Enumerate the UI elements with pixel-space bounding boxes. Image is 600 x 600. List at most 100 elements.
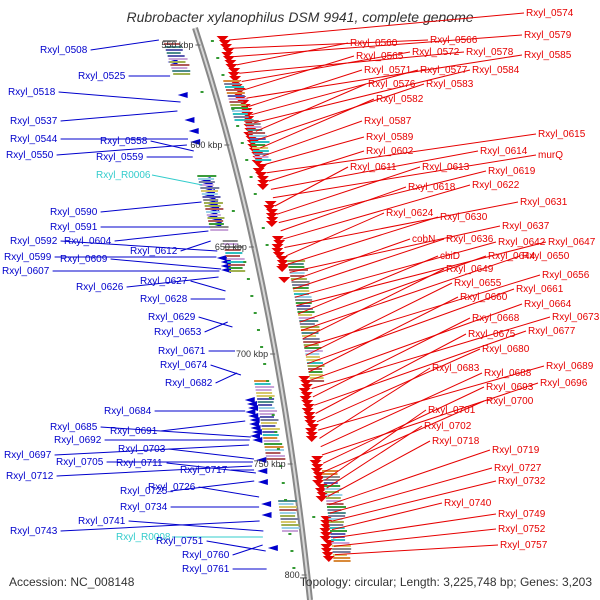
leader-line [180,240,211,252]
forward-gene-arrow [312,480,325,486]
gene-label-forward: Rxyl_0611 [350,162,397,173]
gene-label-forward: Rxyl_0675 [468,329,516,340]
gene-function-bar [289,272,305,274]
leader-line [312,317,471,398]
forward-gene-arrow [302,404,315,410]
leader-line [168,448,254,460]
forward-gene-arrow [255,172,268,178]
gene-function-bar [323,482,338,484]
forward-gene-arrow [314,488,327,494]
leader-line [204,321,228,333]
gene-function-bar [228,98,248,100]
forward-gene-arrow [224,60,237,66]
gene-function-bar [332,548,352,550]
gene-function-bar [167,55,185,57]
gene-label-forward: Rxyl_0637 [502,221,550,232]
leader-line [60,520,260,532]
reverse-gene-arrow [252,437,263,443]
gene-label-forward: Rxyl_0589 [366,132,414,143]
reverse-gene-arrow [190,139,201,145]
reverse-gene-arrow [221,267,232,273]
gene-function-bar [331,539,346,541]
gene-function-bar [325,497,341,499]
feature-tick [284,499,288,501]
gene-function-bar [227,264,245,266]
gene-function-bar [231,110,250,112]
feature-tick [271,414,275,416]
gene-label-reverse: Rxyl_0609 [60,254,108,265]
leader-line [257,83,425,141]
gene-function-bar [198,181,215,183]
gene-label-forward: murQ [538,150,563,161]
gene-label-reverse: Rxyl_0592 [10,236,58,247]
leader-line [260,98,375,149]
leader-line [321,382,539,456]
gene-function-bar [279,509,298,511]
gene-label-reverse: Rxyl_0550 [6,150,54,161]
leader-line [333,528,497,547]
gene-label-forward: Rxyl_0577 [420,65,468,76]
gene-label-reverse: Rxyl_0591 [50,222,98,233]
forward-gene-arrow [271,248,284,254]
gene-function-bar [261,428,280,430]
gene-function-bar [330,533,346,535]
gene-function-bar [207,217,225,219]
gene-label-forward: Rxyl_0615 [538,129,586,140]
leader-line [231,39,429,49]
gene-label-forward: Rxyl_0583 [426,79,474,90]
gene-label-forward: Rxyl_0579 [524,30,572,41]
feature-tick [221,74,225,76]
scale-tick-label: 550 kbp [161,40,193,50]
gene-function-bar [324,485,341,487]
gene-label-forward: Rxyl_0585 [524,50,572,61]
leader-line [302,268,445,340]
gene-function-bar [203,202,223,204]
leader-line [304,274,541,348]
reverse-gene-arrow [250,425,261,431]
feature-tick [210,40,214,42]
gene-function-bar [198,178,215,180]
gene-label-forward: Rxyl_0701 [428,405,476,416]
gene-label-reverse: Rxyl_0703 [118,444,166,455]
forward-gene-arrow [221,52,234,58]
leader-line [215,372,238,384]
gene-function-bar [265,449,285,451]
gene-function-bar [163,43,180,45]
gene-function-bar [197,175,217,177]
gene-label-forward: Rxyl_0560 [350,38,398,49]
gene-label-forward: Rxyl_0752 [498,524,546,535]
gene-label-reverse: Rxyl_0599 [4,252,52,263]
gene-label-forward: Rxyl_0673 [552,312,600,323]
gene-function-bar [265,452,281,454]
forward-gene-arrow [307,424,320,430]
gene-function-bar [227,95,245,97]
gene-function-bar [204,205,221,207]
gene-function-bar [260,419,279,421]
leader-line [266,133,537,174]
gene-label-forward: Rxyl_0622 [472,180,520,191]
feature-tick [268,397,272,399]
leader-line [100,426,251,438]
gene-function-bar [206,214,221,216]
leader-line [294,241,497,298]
gene-function-bar [171,67,188,69]
feature-tick [260,346,264,348]
gene-function-bar [300,329,320,331]
leader-line [246,54,523,99]
gene-label-forward: Rxyl_0647 [548,237,596,248]
gene-function-bar [293,293,309,295]
reverse-gene-arrow [249,417,260,423]
reverse-gene-arrow [257,468,268,474]
leader-line [272,154,537,199]
forward-gene-arrow [251,160,264,166]
gene-function-bar [224,249,241,251]
gene-label-forward: Rxyl_0584 [472,65,520,76]
gene-function-bar [203,199,219,201]
gene-label-reverse: Rxyl_R0008 [116,532,171,543]
forward-gene-arrow [320,548,333,554]
gene-function-bar [325,494,343,496]
gene-label-reverse: Rxyl_0717 [180,465,228,476]
gene-function-bar [332,551,351,553]
gene-function-bar [224,83,241,85]
forward-gene-arrow [298,388,311,394]
